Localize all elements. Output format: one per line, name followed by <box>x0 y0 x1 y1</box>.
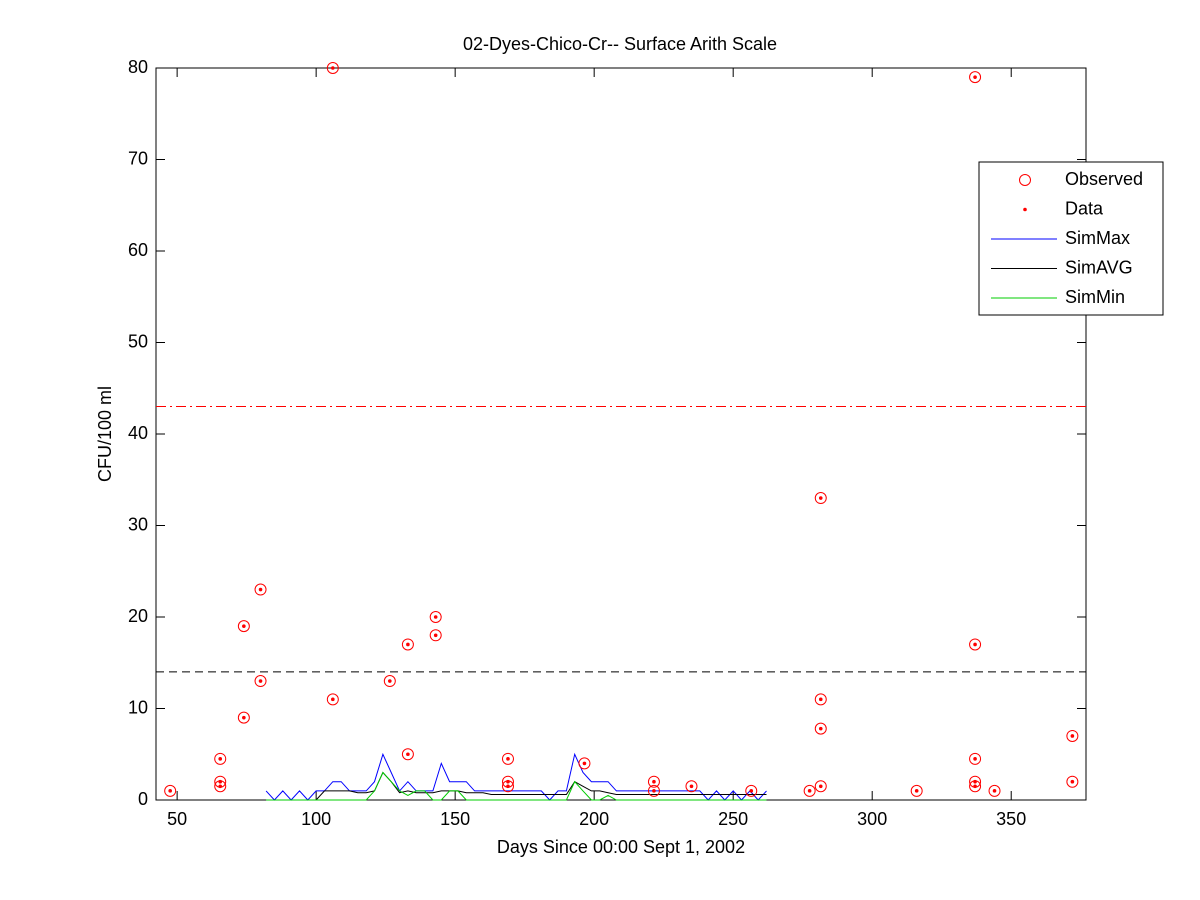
legend-label: Observed <box>1065 169 1143 189</box>
data-marker <box>807 789 812 793</box>
data-marker <box>242 624 246 628</box>
observed-marker <box>501 752 514 765</box>
data-marker <box>258 679 263 683</box>
data-marker <box>749 789 754 793</box>
observed-marker <box>969 638 982 651</box>
data-marker <box>506 757 510 761</box>
x-tick-label: 250 <box>718 809 748 829</box>
y-tick-label: 70 <box>128 148 148 168</box>
x-tick-label: 200 <box>579 809 609 829</box>
observed-marker <box>814 780 827 793</box>
x-tick-label: 350 <box>996 809 1026 829</box>
observed-marker <box>910 784 923 797</box>
legend-marker <box>1023 207 1027 212</box>
y-tick-label: 80 <box>128 57 148 77</box>
y-tick-label: 20 <box>128 606 148 626</box>
observed-marker <box>647 784 660 797</box>
observed-marker <box>237 711 250 724</box>
observed-marker <box>214 752 227 765</box>
data-marker <box>973 75 977 79</box>
data-marker <box>1070 779 1075 784</box>
data-marker <box>582 761 587 766</box>
observed-marker <box>814 693 827 706</box>
y-tick-label: 10 <box>128 697 148 717</box>
data-marker <box>818 726 823 731</box>
legend-label: Data <box>1065 198 1104 218</box>
data-marker <box>242 715 246 720</box>
series-line <box>266 771 767 801</box>
x-tick-label: 100 <box>301 809 331 829</box>
data-marker <box>406 752 410 757</box>
data-marker <box>914 789 919 793</box>
observed-marker <box>429 629 442 642</box>
data-marker <box>506 779 510 784</box>
observed-marker <box>814 492 827 505</box>
data-marker <box>506 784 510 789</box>
observed-marker <box>578 757 591 770</box>
observed-marker <box>401 748 414 761</box>
observed-marker <box>401 638 414 651</box>
y-tick-label: 0 <box>138 789 148 809</box>
observed-marker <box>383 675 396 688</box>
legend-label: SimMin <box>1065 287 1125 307</box>
observed-marker <box>803 784 816 797</box>
y-tick-label: 60 <box>128 240 148 260</box>
data-marker <box>973 757 977 761</box>
legend-label: SimAVG <box>1065 257 1133 277</box>
data-marker <box>973 779 977 784</box>
data-marker <box>973 784 977 789</box>
data-marker <box>689 784 694 789</box>
data-marker <box>433 633 438 638</box>
observed-marker <box>745 784 758 797</box>
observed-marker <box>685 780 698 793</box>
observed-marker <box>1066 775 1079 788</box>
y-tick-label: 30 <box>128 514 148 534</box>
observed-marker <box>429 611 442 623</box>
data-marker <box>406 642 410 647</box>
observed-marker <box>647 775 660 788</box>
x-tick-label: 300 <box>857 809 887 829</box>
data-marker <box>652 779 656 784</box>
observed-marker <box>326 62 339 74</box>
x-tick-label: 50 <box>167 809 187 829</box>
observed-marker <box>969 752 982 765</box>
observed-marker <box>988 784 1001 797</box>
data-marker <box>218 757 223 761</box>
data-marker <box>818 496 823 500</box>
series-line <box>266 771 767 801</box>
observed-marker <box>254 583 267 596</box>
data-marker <box>331 697 335 702</box>
data-marker <box>818 784 823 789</box>
data-marker <box>218 779 223 784</box>
observed-marker <box>969 71 982 84</box>
observed-marker <box>237 620 250 633</box>
x-tick-label: 150 <box>440 809 470 829</box>
data-marker <box>258 587 263 592</box>
y-axis-label: CFU/100 ml <box>95 386 115 482</box>
chart-title: 02-Dyes-Chico-Cr-- Surface Arith Scale <box>463 34 777 54</box>
legend-marker <box>1019 174 1031 186</box>
data-marker <box>168 789 172 793</box>
data-marker <box>1070 734 1075 738</box>
data-marker <box>331 66 335 70</box>
y-tick-label: 40 <box>128 423 148 443</box>
y-tick-label: 50 <box>128 331 148 351</box>
observed-marker <box>254 675 267 688</box>
observed-marker <box>164 784 177 797</box>
data-marker <box>652 789 656 793</box>
observed-marker <box>326 693 339 706</box>
data-marker <box>218 784 223 789</box>
data-marker <box>818 697 823 702</box>
data-marker <box>992 789 997 793</box>
data-marker <box>433 615 438 619</box>
observed-marker <box>814 722 827 735</box>
data-marker <box>388 679 392 683</box>
observed-marker <box>1066 729 1079 742</box>
legend-label: SimMax <box>1065 228 1130 248</box>
x-axis-label: Days Since 00:00 Sept 1, 2002 <box>497 837 745 857</box>
data-marker <box>973 642 977 647</box>
